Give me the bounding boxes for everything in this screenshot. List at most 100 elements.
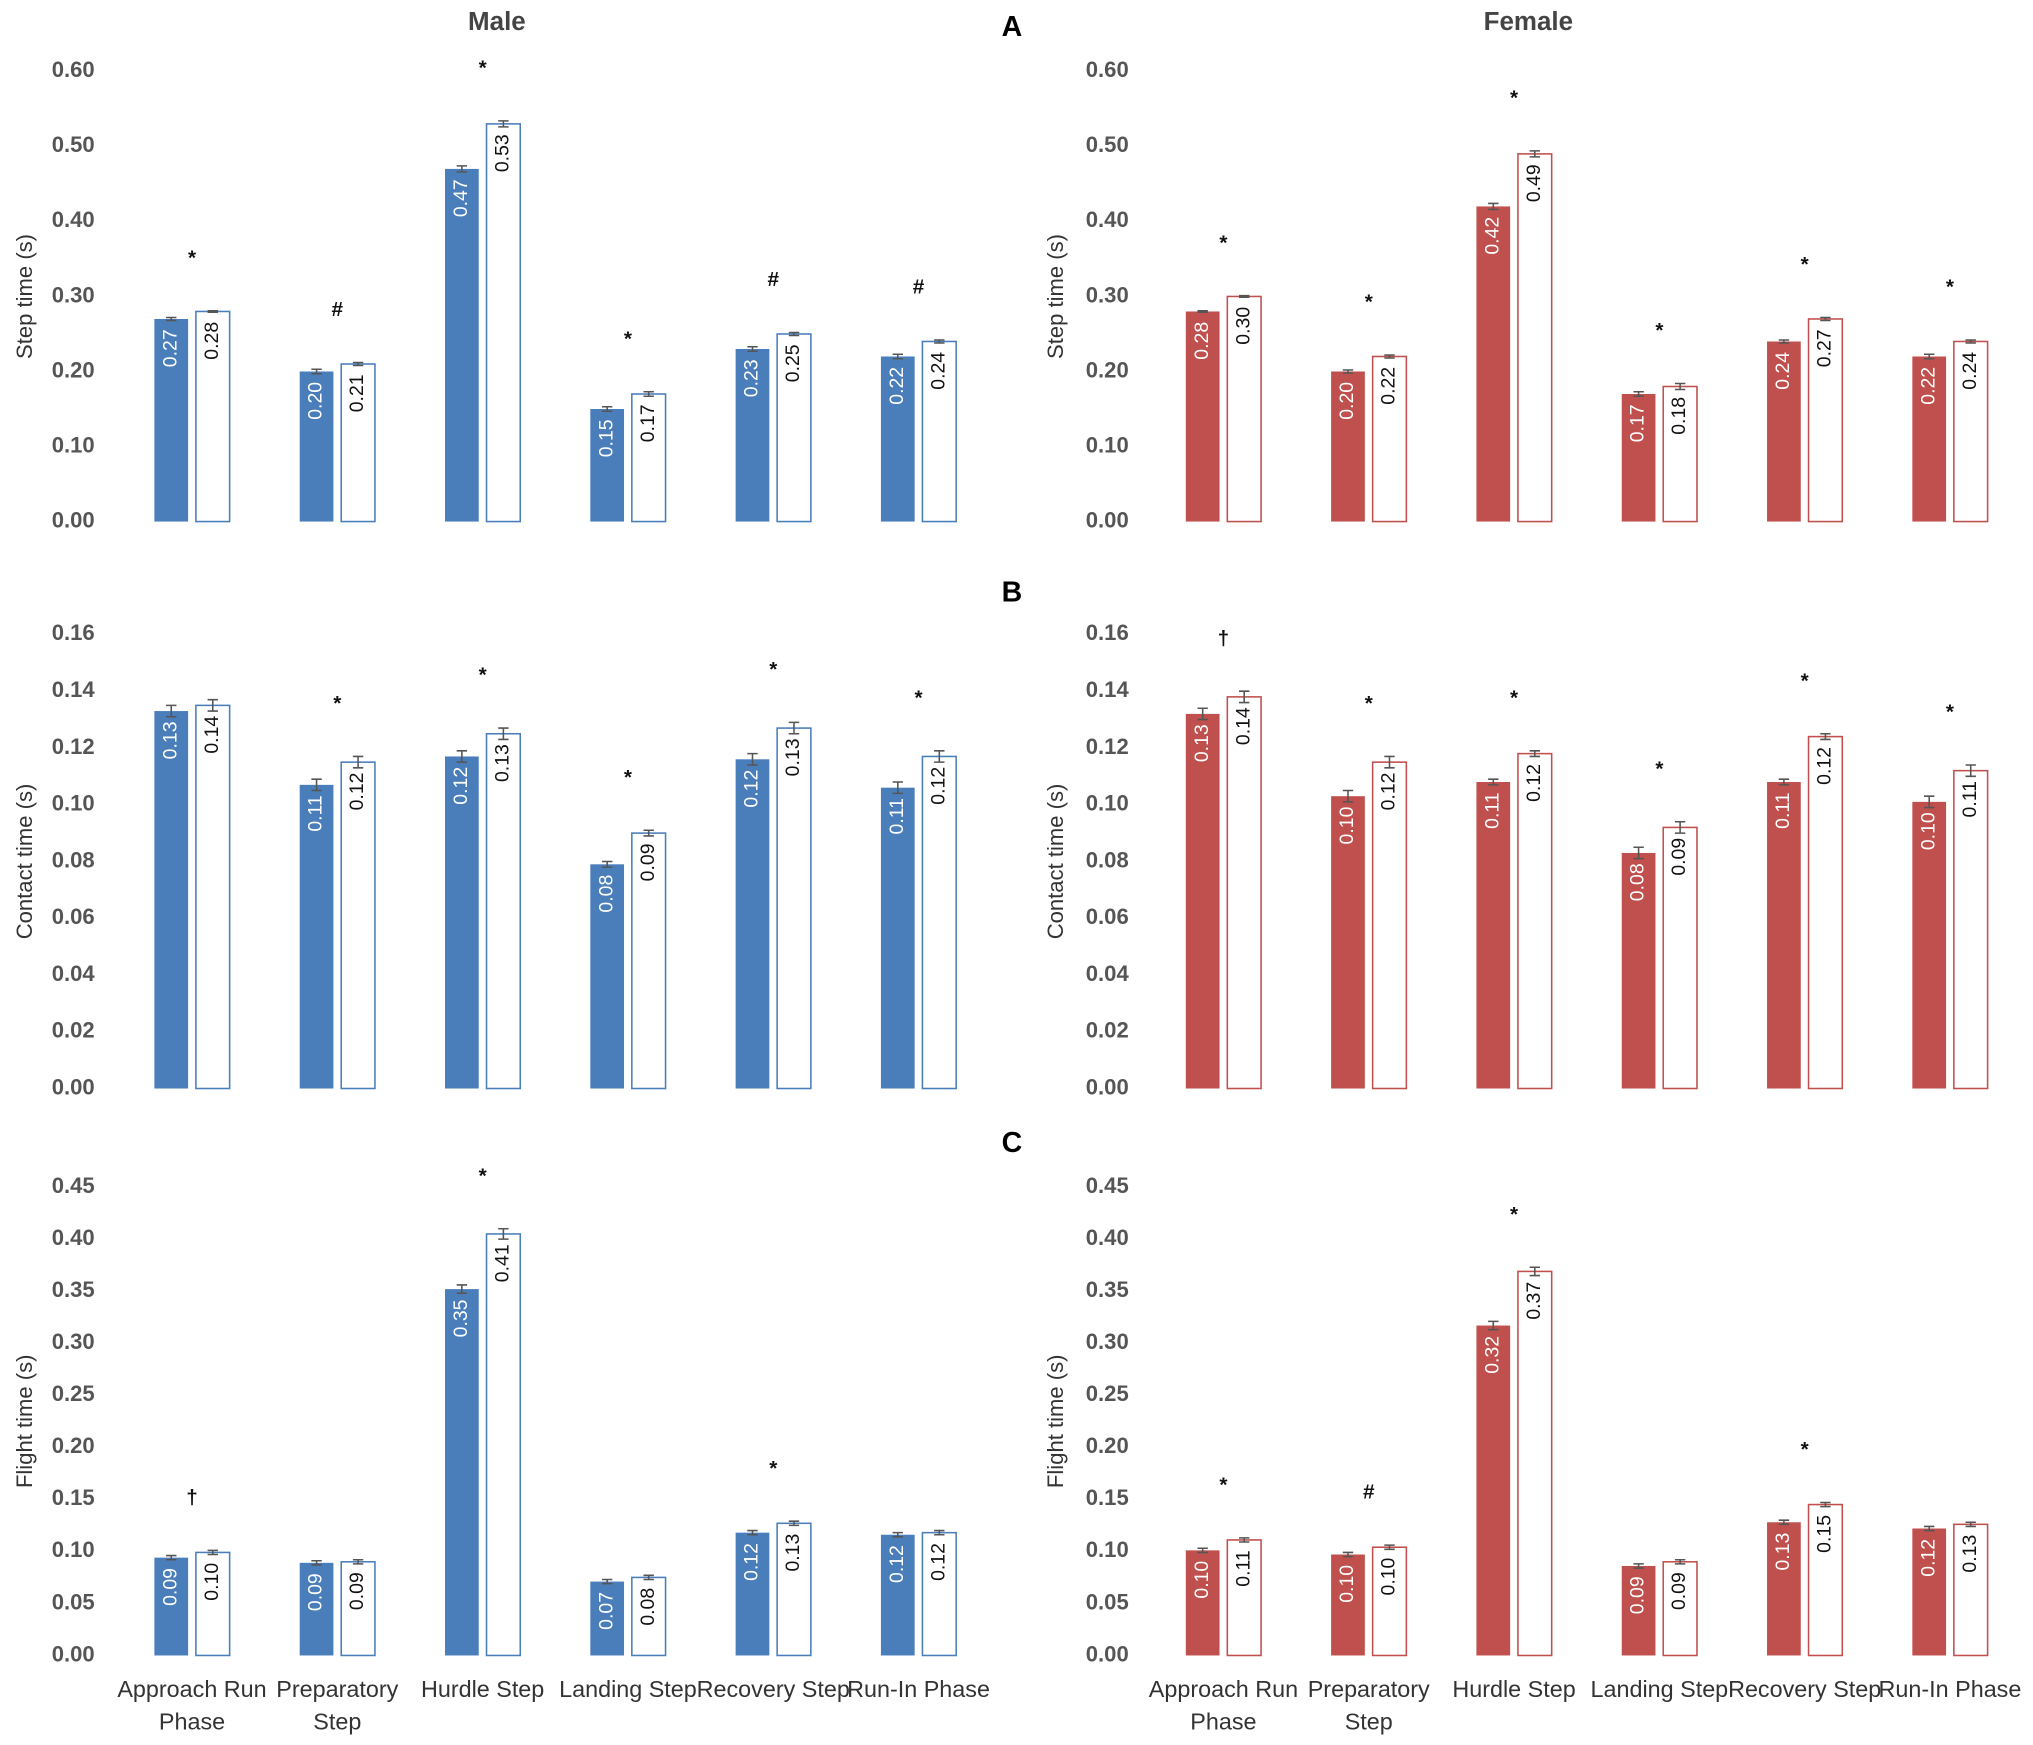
x-tick-label-box: Preparatory Step <box>1308 1676 1430 1734</box>
error-bar <box>1633 1563 1644 1569</box>
error-bar <box>352 1558 364 1565</box>
error-bar <box>352 361 364 367</box>
error-bar <box>207 1549 218 1556</box>
value-label: 0.24 <box>927 352 949 390</box>
bar <box>485 1233 522 1657</box>
value-label: 0.07 <box>595 1592 617 1630</box>
error-bar <box>1529 1266 1540 1277</box>
y-tick-label: 0.10 <box>52 432 95 457</box>
bar <box>1621 394 1656 522</box>
error-bar <box>1820 1501 1831 1508</box>
value-label: 0.08 <box>637 1588 659 1626</box>
x-tick-label-box: Run-In Phase <box>847 1676 990 1702</box>
bar <box>590 1581 625 1656</box>
error-bar <box>1778 339 1790 344</box>
bar <box>340 761 376 1090</box>
y-tick-label: 0.20 <box>1086 1433 1129 1458</box>
error-bar <box>166 704 177 718</box>
error-bar <box>498 1227 509 1240</box>
y-tick-label: 0.60 <box>1086 57 1129 82</box>
y-tick-label: 0.20 <box>1086 357 1129 382</box>
bar <box>1767 782 1801 1089</box>
bar <box>776 727 812 1090</box>
value-label: 0.22 <box>886 367 908 405</box>
y-tick-label: 0.00 <box>52 1641 95 1666</box>
y-tick-label: 0.00 <box>1086 1641 1129 1666</box>
error-bar <box>1924 353 1935 360</box>
error-bar <box>1384 1544 1395 1551</box>
value-label: 0.11 <box>305 795 327 831</box>
value-label: 0.12 <box>346 773 368 811</box>
value-label: 0.20 <box>1336 382 1358 420</box>
value-label: 0.08 <box>1627 863 1649 901</box>
significance-marker: * <box>1801 253 1810 276</box>
bar <box>299 1562 334 1656</box>
error-bar <box>934 750 945 763</box>
significance-marker: * <box>188 246 197 269</box>
bar <box>776 333 812 523</box>
y-tick-label: 0.50 <box>52 132 95 157</box>
error-bar <box>1674 382 1686 391</box>
significance-marker: * <box>1655 319 1664 342</box>
value-label: 0.14 <box>1232 707 1254 745</box>
y-tick-label: 0.40 <box>52 1225 95 1250</box>
error-bar <box>498 727 509 741</box>
error-bar <box>1384 354 1395 359</box>
x-tick-label: Hurdle Step <box>420 1676 545 1703</box>
error-bar <box>788 721 800 735</box>
value-label: 0.32 <box>1481 1336 1503 1374</box>
y-tick-label: 0.00 <box>52 507 95 532</box>
value-label: 0.13 <box>1191 724 1213 762</box>
panel-label: A <box>1002 11 1023 43</box>
x-tick-label: Recovery Step <box>1728 1676 1882 1703</box>
y-tick-label: 0.10 <box>1086 432 1129 457</box>
value-label: 0.13 <box>782 1534 804 1572</box>
value-label: 0.37 <box>1523 1282 1545 1320</box>
y-tick-label: 0.16 <box>1086 620 1129 645</box>
value-label: 0.30 <box>1232 307 1254 345</box>
x-tick-label: Preparatory Step <box>276 1676 399 1735</box>
value-label: 0.11 <box>1772 792 1794 828</box>
error-bar <box>1820 732 1831 741</box>
y-tick-label: 0.10 <box>1086 791 1129 816</box>
bar <box>1912 1528 1947 1656</box>
error-bar <box>1965 339 1976 344</box>
y-tick-label: 0.10 <box>52 791 95 816</box>
significance-marker: * <box>1946 276 1955 299</box>
error-bar <box>1197 707 1208 721</box>
column-title: Female <box>1484 8 1573 36</box>
y-tick-label: 0.08 <box>52 847 95 872</box>
x-tick-label-box: Approach Run Phase <box>117 1676 267 1735</box>
y-tick-label: 0.04 <box>1086 961 1130 986</box>
y-tick-label: 0.00 <box>52 1074 95 1099</box>
error-bar <box>1674 820 1686 834</box>
error-bar <box>311 1559 322 1566</box>
value-label: 0.24 <box>1772 352 1794 390</box>
y-axis-label: Flight time (s) <box>12 1355 37 1489</box>
bar <box>921 1531 957 1657</box>
x-tick-label: Approach Run Phase <box>117 1676 267 1735</box>
significance-marker: # <box>332 298 344 321</box>
y-tick-label: 0.12 <box>1086 734 1129 759</box>
value-label: 0.12 <box>927 1543 949 1581</box>
bar <box>1621 852 1656 1089</box>
significance-marker: * <box>1801 1438 1810 1461</box>
y-tick-label: 0.06 <box>1086 904 1129 929</box>
bar <box>1912 801 1947 1089</box>
significance-marker: * <box>1365 692 1374 715</box>
value-label: 0.12 <box>1378 773 1400 811</box>
x-tick-label-box: Run-In Phase <box>1879 1676 2022 1702</box>
value-label: 0.28 <box>1191 322 1213 360</box>
significance-marker: * <box>1946 701 1955 724</box>
bar <box>1331 796 1365 1089</box>
error-bar <box>747 345 758 353</box>
error-bar <box>788 1520 800 1527</box>
value-label: 0.53 <box>492 134 514 172</box>
y-tick-label: 0.30 <box>52 1329 95 1354</box>
y-tick-label: 0.35 <box>52 1277 95 1302</box>
bar <box>880 1534 915 1656</box>
bar <box>1331 1554 1365 1656</box>
value-label: 0.25 <box>782 344 804 382</box>
significance-marker: * <box>1365 291 1374 314</box>
